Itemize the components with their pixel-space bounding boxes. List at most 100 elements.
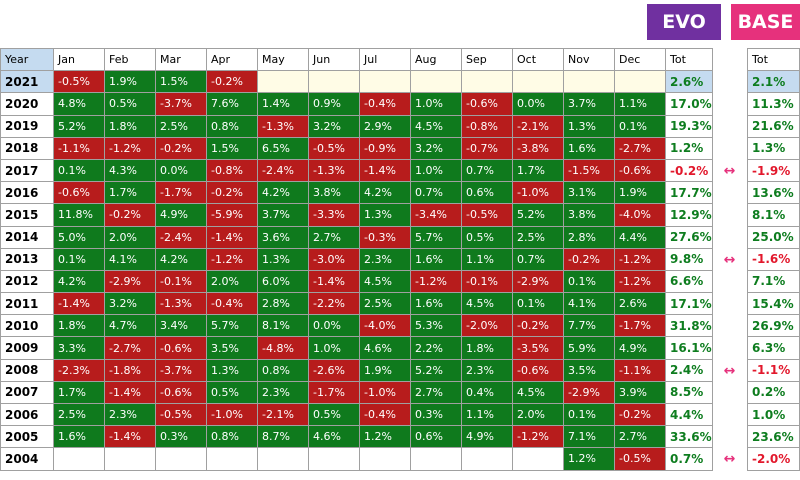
column-header-apr[interactable]: Apr bbox=[206, 47, 258, 72]
month-cell[interactable]: -1.2% bbox=[206, 247, 258, 271]
month-cell[interactable]: -0.8% bbox=[206, 158, 258, 183]
year-cell[interactable]: 2021 bbox=[0, 70, 54, 94]
month-cell[interactable]: -1.0% bbox=[512, 181, 564, 205]
month-cell[interactable]: 0.5% bbox=[308, 402, 360, 427]
month-cell[interactable]: 1.6% bbox=[410, 292, 462, 316]
month-cell[interactable]: 4.9% bbox=[614, 336, 666, 360]
month-cell[interactable]: 1.2% bbox=[359, 425, 411, 449]
year-cell[interactable]: 2016 bbox=[0, 181, 54, 205]
month-cell[interactable] bbox=[53, 447, 105, 471]
month-cell[interactable] bbox=[512, 70, 564, 94]
month-cell[interactable]: 1.5% bbox=[155, 70, 207, 94]
month-cell[interactable]: -2.2% bbox=[308, 292, 360, 316]
month-cell[interactable]: 1.3% bbox=[257, 247, 309, 271]
month-cell[interactable]: 4.5% bbox=[410, 114, 462, 138]
month-cell[interactable]: 4.9% bbox=[155, 203, 207, 227]
column-header-mar[interactable]: Mar bbox=[155, 47, 207, 72]
month-cell[interactable]: 1.0% bbox=[410, 92, 462, 116]
base-row[interactable]: 15.4% bbox=[747, 292, 800, 316]
column-header-nov[interactable]: Nov bbox=[563, 47, 615, 72]
year-cell[interactable]: 2010 bbox=[0, 314, 54, 338]
month-cell[interactable]: -2.4% bbox=[155, 225, 207, 249]
month-cell[interactable]: 1.4% bbox=[257, 92, 309, 116]
month-cell[interactable]: -1.0% bbox=[359, 380, 411, 405]
month-cell[interactable]: -1.0% bbox=[206, 402, 258, 427]
month-cell[interactable]: 0.1% bbox=[53, 158, 105, 183]
month-cell[interactable]: -1.5% bbox=[563, 158, 615, 183]
month-cell[interactable]: 2.0% bbox=[206, 269, 258, 294]
base-total-cell[interactable]: -2.0% bbox=[747, 447, 800, 471]
month-cell[interactable]: 4.3% bbox=[104, 158, 156, 183]
month-cell[interactable]: -3.5% bbox=[512, 336, 564, 360]
base-row[interactable]: -1.1% bbox=[747, 358, 800, 382]
base-total-cell[interactable]: 7.1% bbox=[747, 269, 800, 294]
month-cell[interactable]: 2.7% bbox=[308, 225, 360, 249]
month-cell[interactable]: -1.1% bbox=[53, 136, 105, 160]
month-cell[interactable]: 0.8% bbox=[257, 358, 309, 382]
month-cell[interactable]: 2.2% bbox=[410, 336, 462, 360]
month-cell[interactable]: 0.0% bbox=[155, 158, 207, 183]
base-row[interactable]: 25.0% bbox=[747, 225, 800, 249]
month-cell[interactable]: 0.5% bbox=[104, 92, 156, 116]
month-cell[interactable]: 5.7% bbox=[410, 225, 462, 249]
base-tot-header[interactable]: Tot bbox=[747, 47, 800, 72]
base-total-cell[interactable]: 1.0% bbox=[747, 402, 800, 427]
month-cell[interactable] bbox=[155, 447, 207, 471]
month-cell[interactable]: 8.1% bbox=[257, 314, 309, 338]
year-cell[interactable]: 2017 bbox=[0, 158, 54, 183]
month-cell[interactable]: -2.1% bbox=[257, 402, 309, 427]
month-cell[interactable]: -1.4% bbox=[104, 425, 156, 449]
month-cell[interactable]: -1.7% bbox=[614, 314, 666, 338]
month-cell[interactable] bbox=[461, 447, 513, 471]
table-row[interactable]: 2021 -0.5% 1.9% 1.5% -0.2% 2.6% bbox=[0, 70, 713, 94]
month-cell[interactable]: -1.3% bbox=[308, 158, 360, 183]
month-cell[interactable]: -5.9% bbox=[206, 203, 258, 227]
month-cell[interactable]: -2.0% bbox=[461, 314, 513, 338]
month-cell[interactable] bbox=[206, 447, 258, 471]
month-cell[interactable]: 0.9% bbox=[308, 92, 360, 116]
total-cell[interactable]: 6.6% bbox=[665, 269, 713, 294]
month-cell[interactable]: -3.7% bbox=[155, 358, 207, 382]
total-cell[interactable]: 33.6% bbox=[665, 425, 713, 449]
month-cell[interactable] bbox=[257, 447, 309, 471]
column-header-sep[interactable]: Sep bbox=[461, 47, 513, 72]
month-cell[interactable]: 2.6% bbox=[614, 292, 666, 316]
month-cell[interactable]: -1.4% bbox=[308, 269, 360, 294]
month-cell[interactable]: 3.8% bbox=[563, 203, 615, 227]
column-header-jan[interactable]: Jan bbox=[53, 47, 105, 72]
table-row[interactable]: 2019 5.2% 1.8% 2.5% 0.8% -1.3% 3.2% 2.9% 4.5% -0.… bbox=[0, 114, 713, 138]
total-cell[interactable]: 1.2% bbox=[665, 136, 713, 160]
month-cell[interactable]: -0.6% bbox=[53, 181, 105, 205]
base-row[interactable]: -1.6% bbox=[747, 247, 800, 271]
month-cell[interactable]: 0.1% bbox=[614, 114, 666, 138]
year-cell[interactable]: 2011 bbox=[0, 292, 54, 316]
month-cell[interactable]: -1.1% bbox=[614, 358, 666, 382]
month-cell[interactable]: -1.3% bbox=[257, 114, 309, 138]
base-row[interactable]: 1.3% bbox=[747, 136, 800, 160]
month-cell[interactable]: 0.8% bbox=[206, 425, 258, 449]
month-cell[interactable]: 3.6% bbox=[257, 225, 309, 249]
month-cell[interactable] bbox=[104, 447, 156, 471]
base-row[interactable]: 11.3% bbox=[747, 92, 800, 116]
month-cell[interactable]: 2.0% bbox=[512, 402, 564, 427]
base-total-cell[interactable]: 6.3% bbox=[747, 336, 800, 360]
month-cell[interactable]: 0.1% bbox=[53, 247, 105, 271]
month-cell[interactable]: -4.8% bbox=[257, 336, 309, 360]
month-cell[interactable]: -0.5% bbox=[614, 447, 666, 471]
month-cell[interactable]: -0.3% bbox=[359, 225, 411, 249]
month-cell[interactable]: 4.5% bbox=[359, 269, 411, 294]
total-cell[interactable]: 0.7% bbox=[665, 447, 713, 471]
total-cell[interactable]: -0.2% bbox=[665, 158, 713, 183]
month-cell[interactable]: 3.2% bbox=[104, 292, 156, 316]
month-cell[interactable]: 3.4% bbox=[155, 314, 207, 338]
year-cell[interactable]: 2004 bbox=[0, 447, 54, 471]
month-cell[interactable]: -0.2% bbox=[512, 314, 564, 338]
total-cell[interactable]: 17.1% bbox=[665, 292, 713, 316]
month-cell[interactable]: 1.0% bbox=[410, 158, 462, 183]
month-cell[interactable]: -1.7% bbox=[155, 181, 207, 205]
base-total-cell[interactable]: 1.3% bbox=[747, 136, 800, 160]
month-cell[interactable]: 5.3% bbox=[410, 314, 462, 338]
base-row[interactable]: 21.6% bbox=[747, 114, 800, 138]
month-cell[interactable]: 4.2% bbox=[53, 269, 105, 294]
base-row[interactable]: 26.9% bbox=[747, 314, 800, 338]
